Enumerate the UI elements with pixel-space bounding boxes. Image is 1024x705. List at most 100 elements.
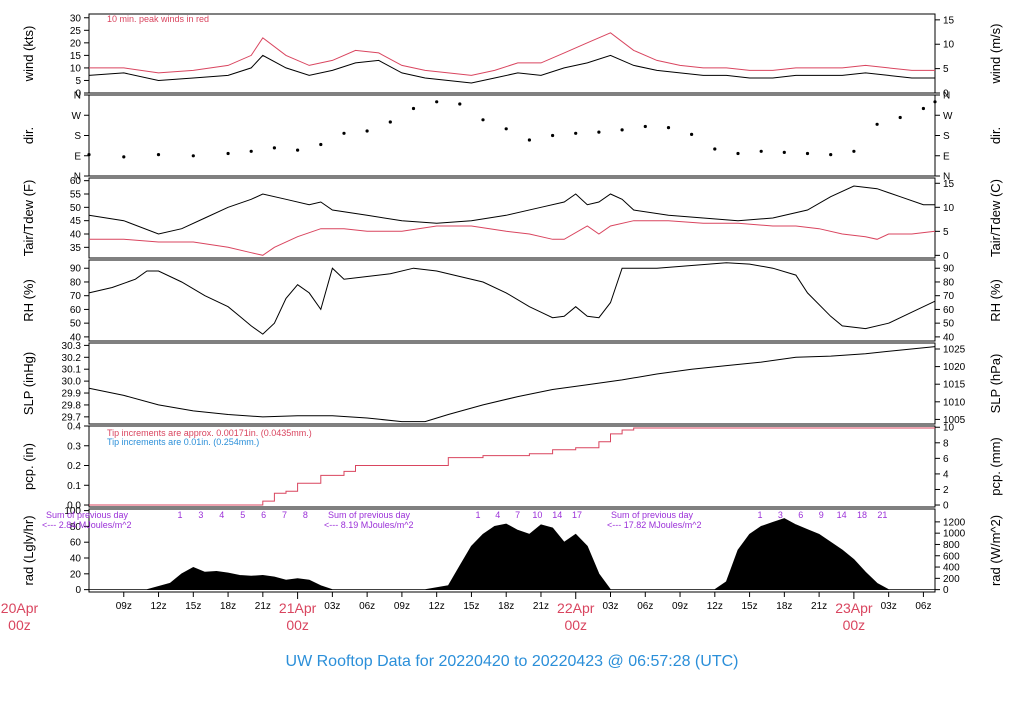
series-wind-wind <box>88 54 935 84</box>
series-point-dir <box>597 130 601 134</box>
ylabel-wind: wind (kts) <box>21 26 36 83</box>
ytick-label-slp: 30.0 <box>62 377 82 388</box>
ytick-label-rad: 60 <box>70 538 82 549</box>
series-point-dir <box>875 122 879 126</box>
pcp-note-blue: Tip increments are 0.01in. (0.254mm.) <box>107 437 259 447</box>
ytick-label-temp: 50 <box>70 203 82 214</box>
ytick-label-rh: 90 <box>70 264 82 275</box>
ytick-label-slp: 29.8 <box>62 400 82 411</box>
rad-hour-label: 10 <box>532 510 542 520</box>
series-point-dir <box>782 150 786 154</box>
ytick-right-label-slp: 1005 <box>943 415 966 426</box>
series-point-dir <box>156 153 161 157</box>
series-point-dir <box>933 100 937 104</box>
rad-hour-label: 14 <box>837 510 847 520</box>
ytick-right-label-dir: N <box>943 172 950 183</box>
day-label-line1: 20Apr <box>1 600 39 616</box>
series-point-dir <box>736 151 740 156</box>
ytick-right-label-slp: 1015 <box>943 380 966 391</box>
ytick-right-label-slp: 1025 <box>943 344 966 355</box>
panel-frame-pcp <box>88 425 936 508</box>
ylabel-right-slp: SLP (hPa) <box>988 354 1003 414</box>
series-point-dir <box>551 133 555 138</box>
series-point-dir <box>759 149 763 153</box>
series-point-dir <box>458 102 462 106</box>
ytick-label-dir: W <box>72 111 82 122</box>
series-point-dir <box>411 106 416 111</box>
series-temp-tair <box>88 185 935 235</box>
xtick-label: 09z <box>672 601 688 612</box>
ytick-right-label-dir: W <box>943 111 953 122</box>
series-point-dir <box>365 129 369 133</box>
ytick-label-wind: 25 <box>70 26 82 37</box>
ytick-label-wind: 20 <box>70 38 82 49</box>
xtick-label: 12z <box>707 601 723 612</box>
series-point-dir <box>296 148 300 152</box>
day-label-line2: 00z <box>843 617 866 633</box>
xtick-label: 09z <box>394 601 410 612</box>
rad-hour-label: 14 <box>552 510 562 520</box>
ytick-label-wind: 10 <box>70 63 82 74</box>
ytick-label-wind: 5 <box>75 76 81 87</box>
series-point-dir <box>690 132 694 136</box>
ytick-right-label-rh: 70 <box>943 291 955 302</box>
day-label-line1: 22Apr <box>557 600 595 616</box>
ytick-label-wind: 15 <box>70 51 82 62</box>
ytick-label-temp: 40 <box>70 230 82 241</box>
panel-frame-wind <box>88 13 936 94</box>
rad-sum-line1: Sum of previous day <box>328 510 411 520</box>
ytick-label-dir: N <box>74 172 81 183</box>
rad-sum-line1: Sum of previous day <box>611 510 694 520</box>
ytick-right-label-slp: 1010 <box>943 397 966 408</box>
ylabel-right-dir: dir. <box>988 127 1003 144</box>
ytick-label-pcp: 0.3 <box>67 441 81 452</box>
ytick-right-label-pcp: 8 <box>943 438 949 449</box>
rad-hour-label: 3 <box>198 510 203 520</box>
series-point-dir <box>122 155 126 159</box>
panel-frame-temp <box>88 177 936 259</box>
rad-hour-label: 1 <box>475 510 480 520</box>
series-pcp-line <box>89 427 935 506</box>
series-point-dir <box>829 153 833 157</box>
xtick-label: 06z <box>359 601 375 612</box>
ytick-right-label-pcp: 10 <box>943 423 955 434</box>
rad-hour-label: 9 <box>819 510 824 520</box>
panel-temp: 35 40 45 50 55 60 0 5 10 15 Tair/Tdew (F) Tair/Tdew… <box>21 176 1003 262</box>
series-rh-rh <box>88 262 936 335</box>
xtick-label: 21z <box>811 601 827 612</box>
series-wind-10-min-peak-winds <box>89 32 935 76</box>
xtick-label: 18z <box>498 601 514 612</box>
ytick-label-rad: 100 <box>64 506 81 517</box>
xtick-label: 18z <box>220 601 236 612</box>
rad-sum-line1: Sum of previous day <box>46 510 129 520</box>
ylabel-rad: rad (Lgly/hr) <box>21 515 36 585</box>
xtick-label: 06z <box>637 601 653 612</box>
ytick-label-slp: 30.1 <box>62 365 82 376</box>
rad-hour-label: 1 <box>177 510 182 520</box>
ytick-label-rh: 50 <box>70 319 82 330</box>
ytick-right-label-pcp: 4 <box>943 469 949 480</box>
panel-frame-rh <box>88 259 936 342</box>
ylabel-right-rh: RH (%) <box>988 279 1003 322</box>
xtick-label: 15z <box>742 601 758 612</box>
ytick-right-label-slp: 1020 <box>943 362 966 373</box>
pcp-note-red: Tip increments are approx. 0.00171in. (0… <box>107 428 312 438</box>
xtick-label: 12z <box>150 601 166 612</box>
ylabel-right-temp: Tair/Tdew (C) <box>988 179 1003 257</box>
series-point-dir <box>713 147 717 151</box>
rad-hour-label: 21 <box>877 510 887 520</box>
series-point-dir <box>852 149 856 153</box>
ytick-label-temp: 55 <box>70 190 82 201</box>
series-point-dir <box>87 153 91 157</box>
series-point-dir <box>435 100 439 104</box>
ytick-label-dir: E <box>74 151 81 162</box>
ytick-right-label-wind: 15 <box>943 15 955 26</box>
rad-sum-line2: <--- 2.84 MJoules/m^2 <box>42 520 132 530</box>
ytick-label-pcp: 0.1 <box>67 481 81 492</box>
rad-sum-line2: <--- 17.82 MJoules/m^2 <box>607 520 702 530</box>
ylabel-slp: SLP (inHg) <box>21 352 36 415</box>
ytick-right-label-dir: N <box>943 91 950 102</box>
ytick-right-label-rad: 0 <box>943 585 949 596</box>
